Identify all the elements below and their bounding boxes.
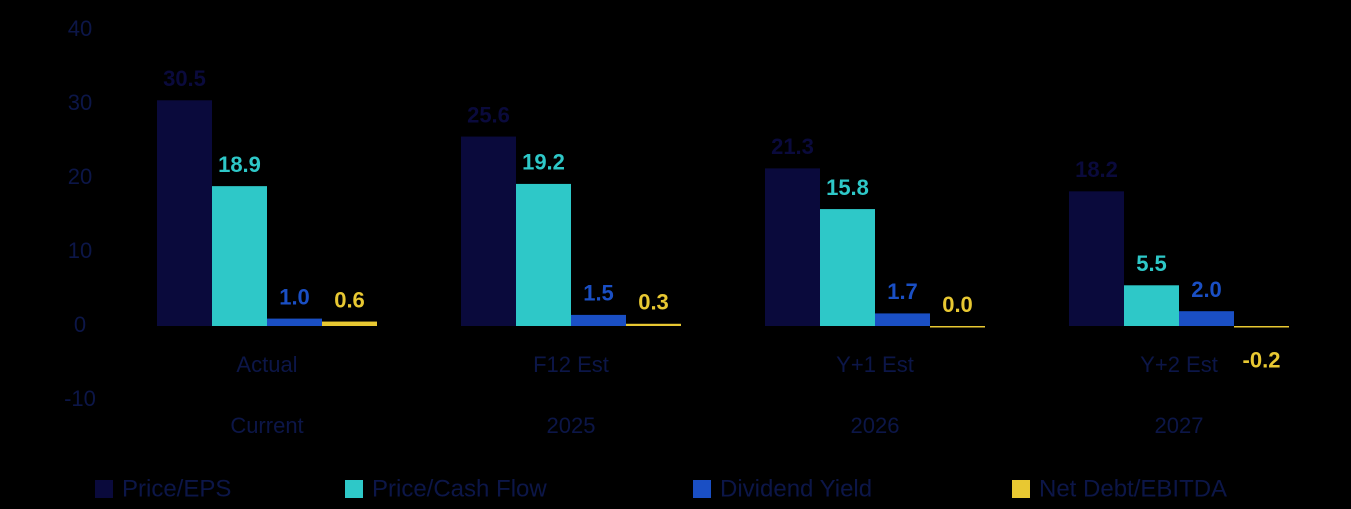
y-tick-label: 40 (68, 16, 92, 41)
value-label: 18.2 (1075, 157, 1118, 182)
legend-label: Dividend Yield (720, 475, 872, 502)
y-tick-label: -10 (64, 386, 96, 411)
value-label: 25.6 (467, 102, 510, 127)
value-label: 19.2 (522, 150, 565, 175)
bar (461, 136, 516, 326)
bar (267, 318, 322, 326)
bar (1179, 311, 1234, 326)
value-label: 0.0 (942, 292, 973, 317)
x-group-label: 2026 (851, 413, 900, 438)
value-label: 30.5 (163, 66, 206, 91)
value-label: -0.2 (1243, 347, 1281, 372)
x-tick-label: Y+2 Est (1140, 352, 1218, 377)
y-tick-label: 0 (74, 312, 86, 337)
bar (875, 313, 930, 326)
value-label: 1.0 (279, 284, 310, 309)
bar (157, 100, 212, 326)
bar (1069, 191, 1124, 326)
x-tick-label: Y+1 Est (836, 352, 914, 377)
bar (1234, 326, 1289, 328)
value-label: 18.9 (218, 152, 261, 177)
value-label: 5.5 (1136, 251, 1167, 276)
x-tick-label: F12 Est (533, 352, 609, 377)
bar (626, 323, 681, 326)
x-group-label: 2027 (1155, 413, 1204, 438)
value-label: 15.8 (826, 175, 869, 200)
value-label: 1.7 (887, 279, 918, 304)
legend-label: Net Debt/EBITDA (1039, 475, 1227, 502)
legend-swatch (1012, 480, 1030, 498)
bar (322, 321, 377, 326)
y-tick-label: 20 (68, 164, 92, 189)
bar (930, 326, 985, 328)
x-group-label: Current (230, 413, 303, 438)
legend-label: Price/Cash Flow (372, 475, 547, 502)
x-group-label: 2025 (547, 413, 596, 438)
legend-swatch (693, 480, 711, 498)
x-tick-label: Actual (236, 352, 297, 377)
value-label: 1.5 (583, 281, 614, 306)
bar (1124, 285, 1179, 326)
y-tick-label: 30 (68, 90, 92, 115)
legend-label: Price/EPS (122, 475, 231, 502)
legend-swatch (345, 480, 363, 498)
bar (820, 209, 875, 326)
bar (212, 186, 267, 326)
bar (516, 183, 571, 326)
value-label: 0.3 (638, 290, 669, 315)
value-label: 0.6 (334, 287, 365, 312)
value-label: 2.0 (1191, 277, 1222, 302)
y-tick-label: 10 (68, 238, 92, 263)
legend-swatch (95, 480, 113, 498)
bar (765, 168, 820, 326)
value-label: 21.3 (771, 134, 814, 159)
bar (571, 314, 626, 326)
